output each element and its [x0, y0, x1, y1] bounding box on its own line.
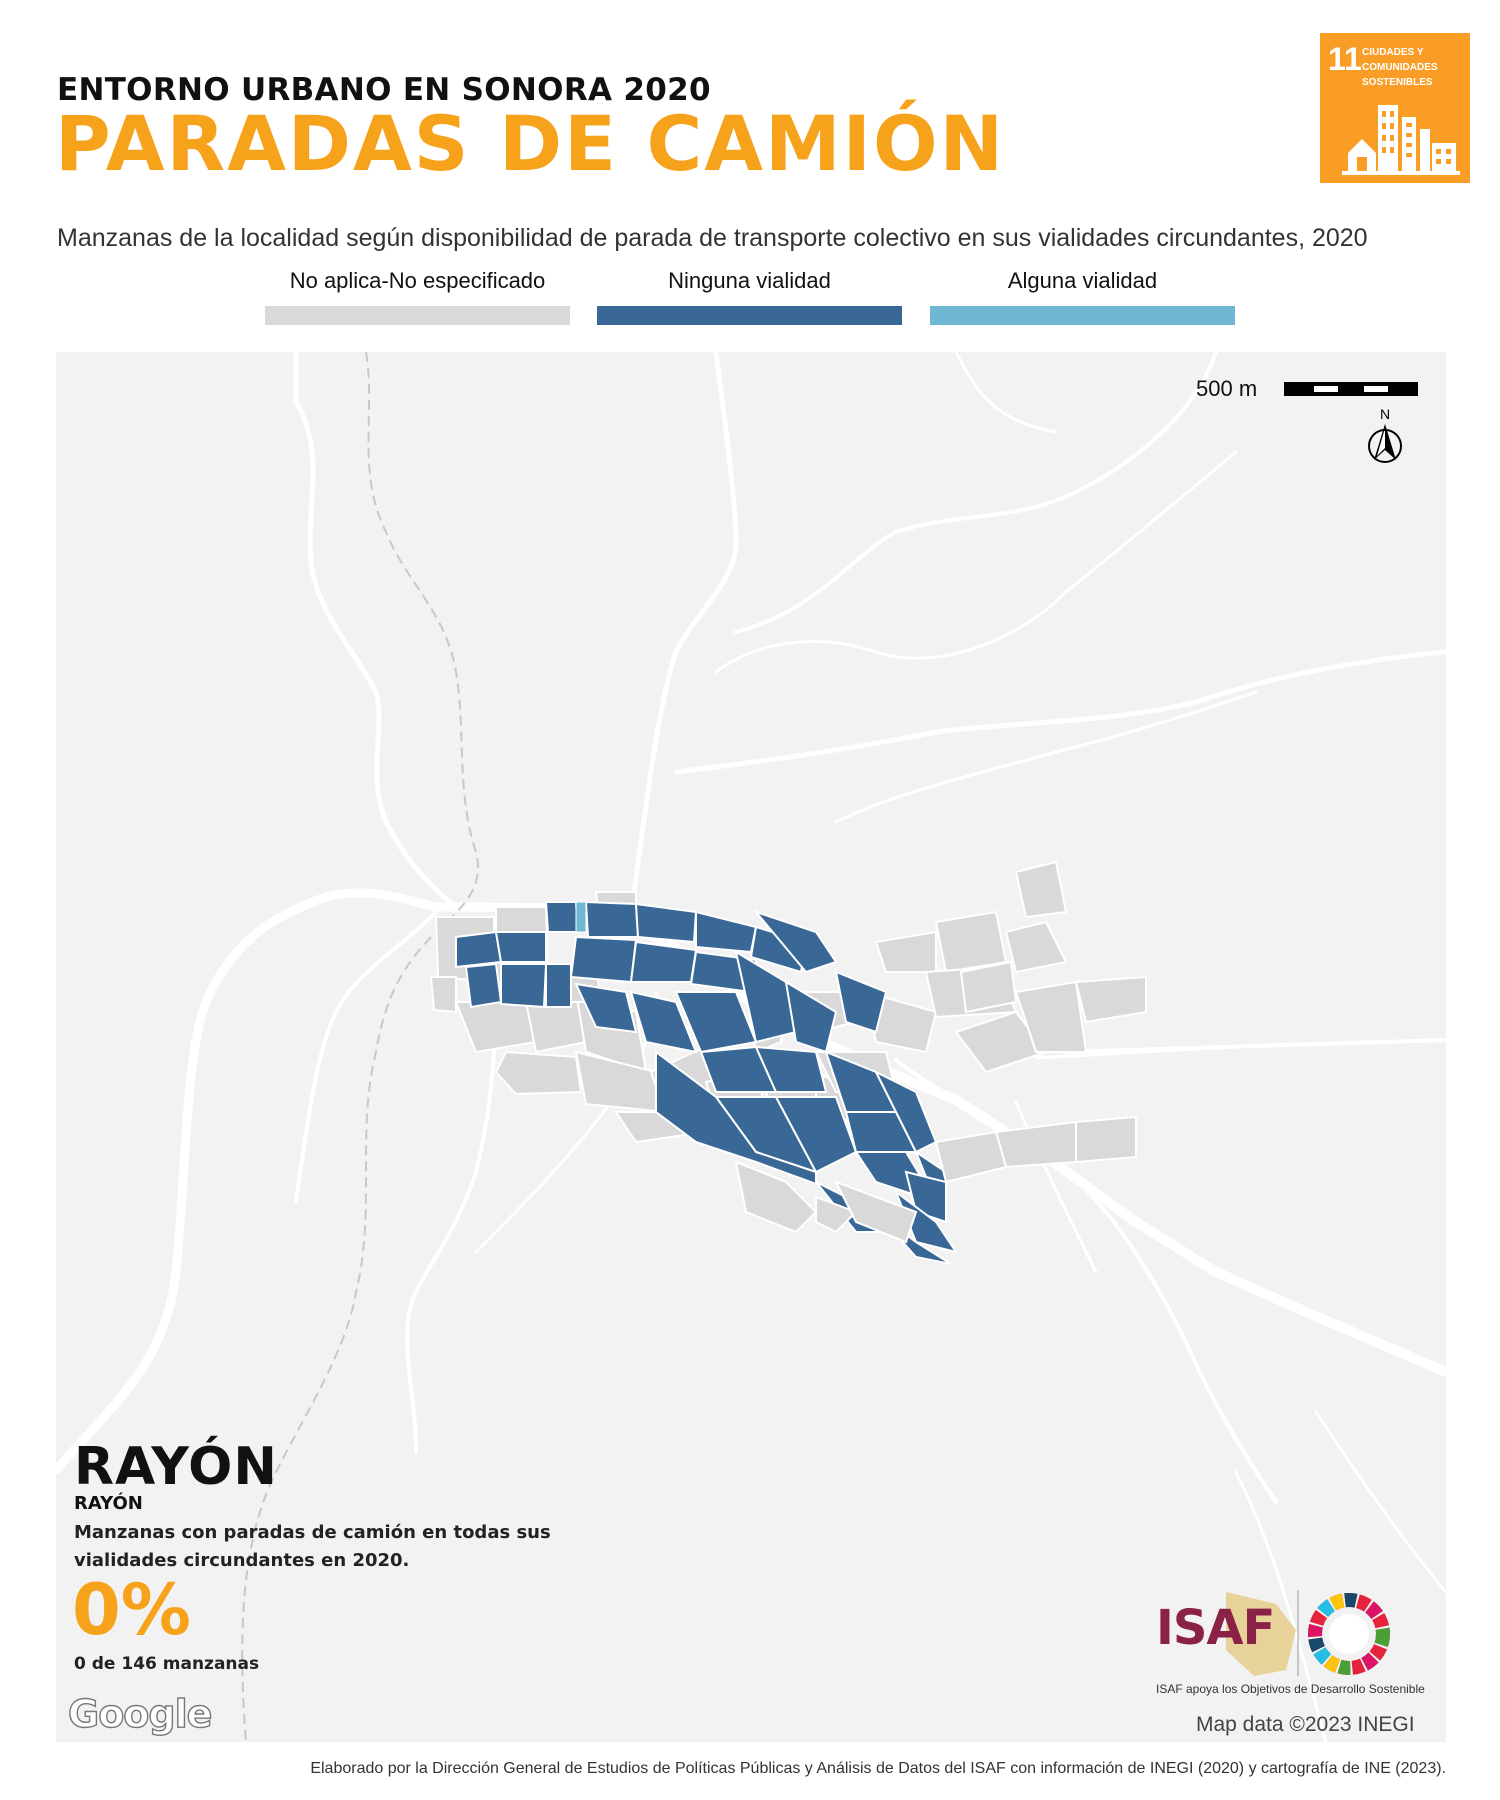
municipality-name: RAYÓN [74, 1493, 143, 1514]
legend-label-no-aplica: No aplica-No especificado [289, 268, 546, 293]
isaf-wordmark: ISAF [1156, 1600, 1275, 1656]
stat-count: 0 de 146 manzanas [74, 1654, 260, 1674]
kicker-title: ENTORNO URBANO EN SONORA 2020 [57, 72, 711, 108]
legend-swatch-ninguna [597, 306, 902, 325]
boundary-dashed-line [241, 352, 479, 1742]
sdg-wheel-icon [1308, 1593, 1390, 1675]
stat-percent: 0% [72, 1569, 191, 1651]
isaf-logo: ISAF ISAF apoya los Objetivos de Desarro… [1156, 1590, 1426, 1705]
blocks-outlying [734, 1115, 1137, 1244]
block-alguna [575, 901, 587, 933]
map-canvas [56, 352, 1446, 1742]
isaf-logo-graphic [1226, 1590, 1390, 1676]
map-data-attribution: Map data ©2023 INEGI [1196, 1713, 1415, 1736]
city-buildings-icon [1342, 105, 1460, 175]
google-logo: Google [67, 1691, 213, 1736]
blocks-ninguna [455, 900, 959, 1265]
page-title: PARADAS DE CAMIÓN [55, 99, 1006, 188]
road-network [56, 352, 1446, 1742]
sdg-11-badge: 11 CIUDADES Y COMUNIDADES SOSTENIBLES [1320, 33, 1470, 183]
sdg-number: 11 [1328, 41, 1362, 77]
scale-label: 500 m [1196, 376, 1258, 401]
legend-label-ninguna: Ninguna vialidad [668, 268, 831, 293]
north-arrow-icon: N [1368, 406, 1402, 463]
isaf-tagline: ISAF apoya los Objetivos de Desarrollo S… [1156, 1682, 1425, 1696]
stat-description: Manzanas con paradas de camión en todas … [74, 1522, 551, 1571]
map-panel[interactable]: 500 m N RAYÓN RAYÓN Manzanas con paradas… [56, 352, 1446, 1742]
locality-name: RAYÓN [74, 1437, 278, 1497]
sdg-text: CIUDADES Y COMUNIDADES SOSTENIBLES [1362, 47, 1438, 88]
legend-swatch-alguna [930, 306, 1235, 325]
footer-credits: Elaborado por la Dirección General de Es… [310, 1760, 1446, 1777]
legend-label-alguna: Alguna vialidad [1007, 268, 1158, 293]
scale-bar [1284, 382, 1418, 396]
legend-swatch-no-aplica [265, 306, 570, 325]
map-subtitle: Manzanas de la localidad según disponibi… [57, 224, 1368, 252]
north-label: N [1380, 406, 1390, 422]
